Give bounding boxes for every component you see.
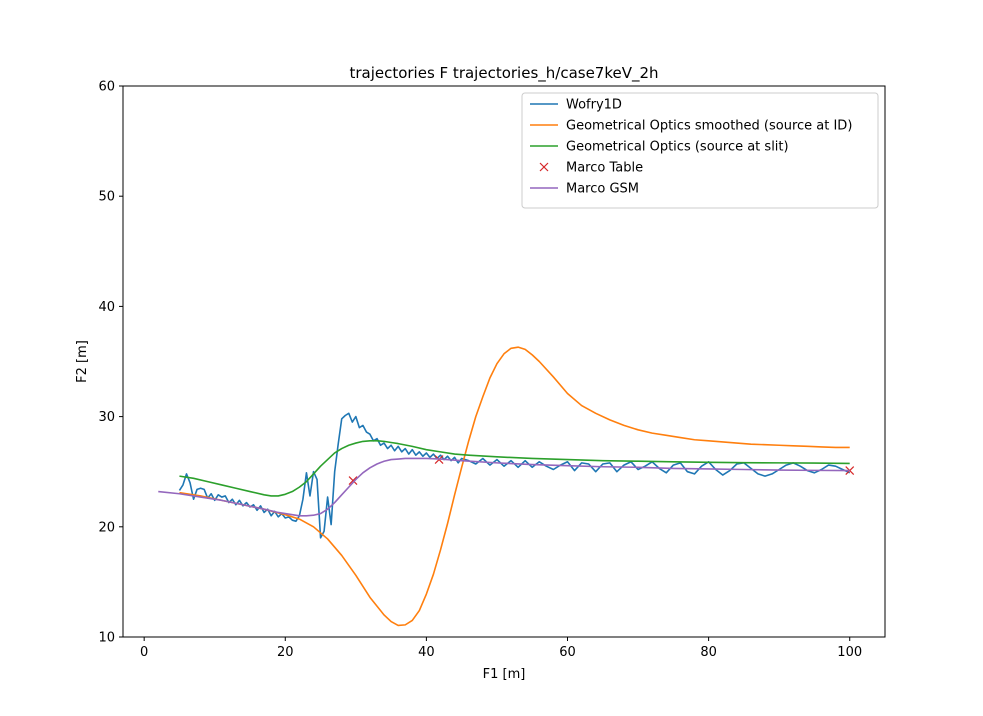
- legend-swatch: [539, 162, 549, 172]
- plot-area: [158, 346, 855, 627]
- x-tick-label: 100: [837, 645, 862, 660]
- x-tick-label: 20: [277, 645, 294, 660]
- y-axis-label: F2 [m]: [75, 340, 90, 383]
- chart-title: trajectories F trajectories_h/case7keV_2…: [349, 64, 658, 83]
- axes-frame: [122, 85, 886, 638]
- legend-label: Marco GSM: [566, 182, 639, 197]
- x-tick-label: 40: [418, 645, 435, 660]
- y-tick-label: 30: [98, 410, 115, 425]
- series-line-geometrical-optics-smoothed-source-at-id: [179, 346, 850, 627]
- legend: Wofry1D Geometrical Optics smoothed (sour…: [521, 92, 879, 209]
- series-line-geometrical-optics-source-at-slit: [179, 440, 850, 497]
- legend-label: Marco Table: [566, 161, 643, 176]
- y-tick-label: 40: [98, 300, 115, 315]
- legend-item-wofry1d: Wofry1D: [530, 98, 622, 113]
- legend-item-geometrical-optics-source-at-slit: Geometrical Optics (source at slit): [530, 140, 789, 155]
- y-tick-label: 20: [98, 520, 115, 535]
- series-marker-marco-table: [348, 476, 358, 485]
- y-tick-label: 50: [98, 190, 115, 205]
- y-tick-label: 60: [98, 80, 115, 95]
- legend-box: [521, 92, 879, 209]
- legend-label: Geometrical Optics (source at slit): [566, 140, 789, 155]
- legend-item-marco-gsm: Marco GSM: [530, 182, 639, 197]
- marker-stroke: [845, 466, 855, 476]
- legend-item-marco-table: Marco Table: [539, 161, 643, 176]
- x-tick-label: 60: [559, 645, 576, 660]
- x-axis-label: F1 [m]: [483, 667, 526, 682]
- marker-stroke: [348, 476, 358, 485]
- x-tick-label: 0: [140, 645, 148, 660]
- legend-label: Geometrical Optics smoothed (source at I…: [566, 119, 852, 134]
- series-marker-marco-table: [845, 466, 855, 476]
- legend-label: Wofry1D: [566, 98, 622, 113]
- y-tick-label: 10: [98, 631, 115, 646]
- x-tick-label: 80: [700, 645, 717, 660]
- legend-item-geometrical-optics-smoothed-source-at-id: Geometrical Optics smoothed (source at I…: [530, 119, 852, 134]
- series-line-marco-gsm: [158, 457, 850, 517]
- axes: 0 20 40 60 80 100 10 20 30 40 50 60: [98, 80, 886, 660]
